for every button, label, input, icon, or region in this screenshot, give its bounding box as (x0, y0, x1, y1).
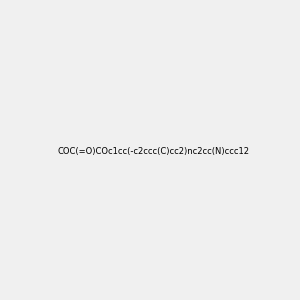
Text: COC(=O)COc1cc(-c2ccc(C)cc2)nc2cc(N)ccc12: COC(=O)COc1cc(-c2ccc(C)cc2)nc2cc(N)ccc12 (58, 147, 250, 156)
